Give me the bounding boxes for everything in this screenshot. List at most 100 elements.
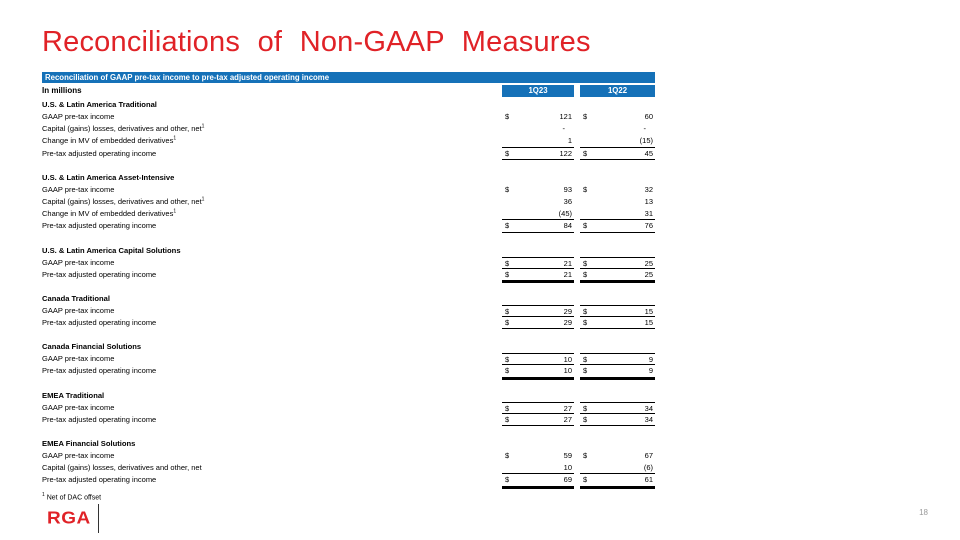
- value-1q22: 60: [644, 112, 653, 121]
- section-rows: GAAP pre-tax income $27 $34 Pre-tax adju…: [42, 401, 655, 426]
- dollar-sign: $: [505, 475, 510, 485]
- value-cell-1q22: $45: [580, 148, 655, 160]
- value-1q23: 27: [563, 414, 572, 424]
- dollar-sign: $: [583, 184, 588, 194]
- value-1q22: 15: [644, 318, 653, 328]
- dollar-sign: [580, 208, 583, 219]
- row-label: GAAP pre-tax income: [42, 402, 115, 412]
- value-1q22: (6): [643, 463, 653, 473]
- value-cell-1q23: $93: [502, 184, 574, 196]
- value-cell-1q22: $34: [580, 401, 655, 414]
- table-section: EMEA Traditional GAAP pre-tax income $27…: [42, 389, 655, 426]
- value-cell-1q23: 1: [502, 135, 574, 148]
- value-1q22: (15): [639, 136, 653, 146]
- dollar-sign: $: [583, 148, 588, 158]
- value-cell-1q23: $10: [502, 365, 574, 378]
- dollar-sign: $: [505, 269, 510, 279]
- reconciliation-table: Reconciliation of GAAP pre-tax income to…: [42, 72, 655, 501]
- section-header: Canada Traditional: [42, 293, 110, 303]
- value-1q22: -: [643, 124, 647, 134]
- dollar-sign: [580, 196, 583, 208]
- value-1q23: 10: [563, 366, 572, 376]
- value-1q22: 32: [644, 184, 653, 194]
- table-row: Pre-tax adjusted operating income $21 $2…: [42, 269, 655, 281]
- value-cell-1q22: (6): [580, 462, 655, 475]
- dollar-sign: [580, 462, 583, 473]
- table-row: Capital (gains) losses, derivatives and …: [42, 123, 655, 135]
- table-row: GAAP pre-tax income $121 $60: [42, 111, 655, 123]
- row-label: GAAP pre-tax income: [42, 354, 115, 364]
- value-1q23: 1: [567, 136, 572, 146]
- row-label: Change in MV of embedded derivatives1: [42, 208, 177, 219]
- units-label: In millions: [42, 86, 82, 95]
- table-header-row: In millions 1Q23 1Q22: [42, 84, 655, 97]
- table-row: Pre-tax adjusted operating income $69 $6…: [42, 474, 655, 487]
- dollar-sign: $: [505, 184, 510, 194]
- value-cell-1q23: $121: [502, 111, 574, 123]
- dollar-sign: [580, 135, 583, 146]
- value-cell-1q22: $61: [580, 474, 655, 487]
- table-section: Canada Traditional GAAP pre-tax income $…: [42, 292, 655, 330]
- value-1q23: 21: [563, 269, 572, 279]
- table-row: Capital (gains) losses, derivatives and …: [42, 196, 655, 208]
- table-row: Pre-tax adjusted operating income $10 $9: [42, 365, 655, 378]
- row-label: Pre-tax adjusted operating income: [42, 414, 157, 424]
- dollar-sign: $: [505, 451, 510, 460]
- value-cell-1q22: $76: [580, 220, 655, 233]
- table-section: U.S. & Latin America Capital Solutions G…: [42, 244, 655, 281]
- section-header: U.S. & Latin America Traditional: [42, 100, 157, 109]
- section-rows: GAAP pre-tax income $59 $67 Capital (gai…: [42, 450, 655, 487]
- row-label: Pre-tax adjusted operating income: [42, 366, 157, 376]
- dollar-sign: $: [583, 318, 588, 328]
- value-cell-1q23: $10: [502, 353, 574, 366]
- column-header-1q22: 1Q22: [580, 84, 655, 97]
- value-cell-1q22: $9: [580, 365, 655, 378]
- row-label: Pre-tax adjusted operating income: [42, 475, 157, 485]
- table-row: Pre-tax adjusted operating income $84 $7…: [42, 220, 655, 233]
- dollar-sign: $: [505, 318, 510, 328]
- footer-divider: [98, 504, 99, 533]
- dollar-sign: $: [583, 414, 588, 424]
- dollar-sign: $: [583, 221, 588, 231]
- value-1q23: 21: [563, 258, 572, 268]
- section-header: EMEA Financial Solutions: [42, 439, 136, 448]
- value-cell-1q23: $21: [502, 256, 574, 269]
- page-number: 18: [919, 508, 928, 517]
- table-section: Canada Financial Solutions GAAP pre-tax …: [42, 340, 655, 378]
- section-header: Canada Financial Solutions: [42, 342, 142, 352]
- value-cell-1q22: $34: [580, 414, 655, 426]
- value-cell-1q23: $84: [502, 220, 574, 233]
- table-title-bar: Reconciliation of GAAP pre-tax income to…: [42, 72, 655, 83]
- table-row: GAAP pre-tax income $93 $32: [42, 184, 655, 196]
- value-cell-1q22: $25: [580, 269, 655, 281]
- dollar-sign: [502, 135, 505, 146]
- column-header-1q23: 1Q23: [502, 84, 574, 97]
- value-1q23: -: [562, 124, 566, 134]
- dollar-sign: $: [583, 403, 588, 413]
- dollar-sign: [502, 208, 505, 219]
- value-1q22: 45: [644, 148, 653, 158]
- value-1q22: 25: [644, 269, 653, 279]
- value-1q23: 69: [563, 475, 572, 485]
- value-1q23: 29: [563, 306, 572, 316]
- footnote-text: Net of DAC offset: [44, 493, 102, 501]
- value-cell-1q22: 13: [580, 196, 655, 208]
- value-cell-1q23: $21: [502, 269, 574, 281]
- section-rows: GAAP pre-tax income $29 $15 Pre-tax adju…: [42, 304, 655, 330]
- value-1q23: (45): [558, 209, 572, 219]
- value-cell-1q22: $9: [580, 353, 655, 366]
- page-title: Reconciliations of Non-GAAP Measures: [42, 26, 591, 58]
- value-1q22: 13: [644, 196, 653, 206]
- section-header: EMEA Traditional: [42, 390, 105, 400]
- value-cell-1q23: $29: [502, 304, 574, 318]
- value-cell-1q23: $122: [502, 148, 574, 160]
- value-cell-1q22: $15: [580, 304, 655, 318]
- value-1q22: 76: [644, 221, 653, 231]
- value-cell-1q23: (45): [502, 208, 574, 221]
- value-cell-1q23: $29: [502, 317, 574, 330]
- value-cell-1q22: $67: [580, 450, 655, 462]
- section-rows: GAAP pre-tax income $121 $60 Capital (ga…: [42, 111, 655, 160]
- dollar-sign: $: [583, 306, 588, 316]
- table-row: Change in MV of embedded derivatives1 (4…: [42, 208, 655, 221]
